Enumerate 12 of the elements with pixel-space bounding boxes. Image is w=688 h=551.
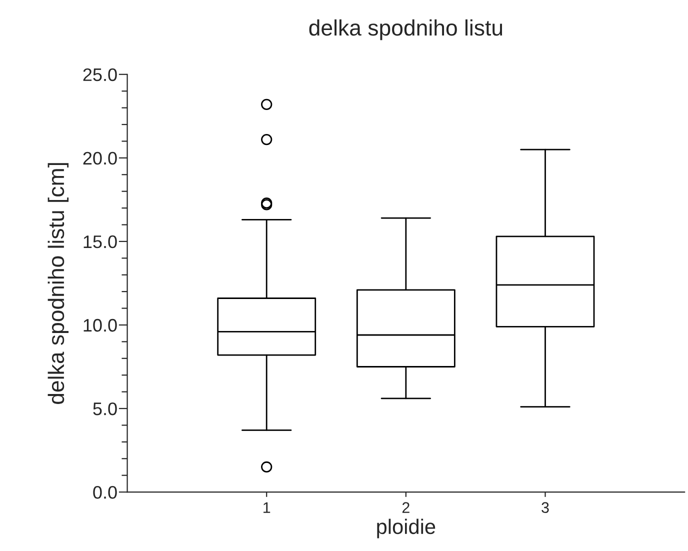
x-tick-label: 3 <box>542 502 549 513</box>
x-tick-label: 1 <box>264 502 270 513</box>
chart-title: delka spodniho listu <box>309 19 502 40</box>
x-tick-label: 2 <box>402 502 410 513</box>
y-tick-label: 15.0 <box>84 235 117 248</box>
y-tick-label: 0.0 <box>93 486 117 499</box>
y-tick-label: 5.0 <box>93 402 117 416</box>
x-axis-title: ploidie <box>377 518 436 538</box>
y-axis-title: delka spodniho listu [cm] <box>48 163 69 404</box>
y-tick-label: 10.0 <box>84 318 117 332</box>
y-tick-label: 25.0 <box>83 68 117 82</box>
y-tick-label: 20.0 <box>83 152 117 165</box>
